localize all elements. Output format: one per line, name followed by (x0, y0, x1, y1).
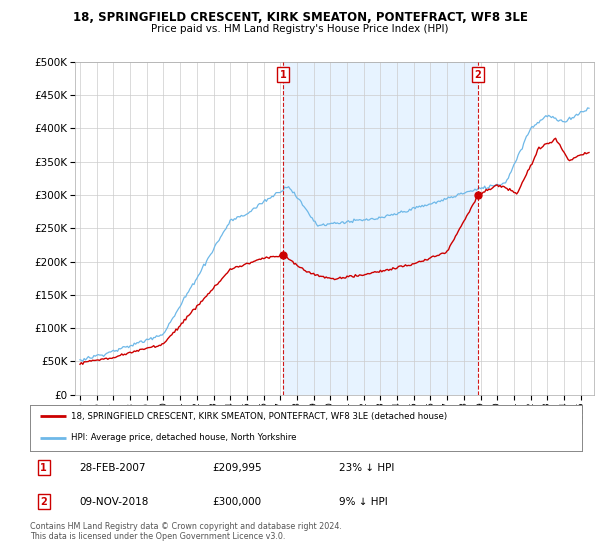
Text: HPI: Average price, detached house, North Yorkshire: HPI: Average price, detached house, Nort… (71, 433, 297, 442)
Text: 28-FEB-2007: 28-FEB-2007 (80, 463, 146, 473)
Text: 1: 1 (40, 463, 47, 473)
Bar (283, 62, 478, 395)
Text: 9% ↓ HPI: 9% ↓ HPI (339, 497, 388, 507)
Text: £209,995: £209,995 (212, 463, 262, 473)
Text: 2: 2 (475, 70, 481, 80)
Text: £300,000: £300,000 (212, 497, 261, 507)
Text: 09-NOV-2018: 09-NOV-2018 (80, 497, 149, 507)
Text: Contains HM Land Registry data © Crown copyright and database right 2024.
This d: Contains HM Land Registry data © Crown c… (30, 522, 342, 542)
Text: 18, SPRINGFIELD CRESCENT, KIRK SMEATON, PONTEFRACT, WF8 3LE: 18, SPRINGFIELD CRESCENT, KIRK SMEATON, … (73, 11, 527, 24)
Text: 2: 2 (40, 497, 47, 507)
Text: 18, SPRINGFIELD CRESCENT, KIRK SMEATON, PONTEFRACT, WF8 3LE (detached house): 18, SPRINGFIELD CRESCENT, KIRK SMEATON, … (71, 412, 448, 421)
Text: 1: 1 (280, 70, 286, 80)
Text: Price paid vs. HM Land Registry's House Price Index (HPI): Price paid vs. HM Land Registry's House … (151, 24, 449, 34)
Text: 23% ↓ HPI: 23% ↓ HPI (339, 463, 394, 473)
